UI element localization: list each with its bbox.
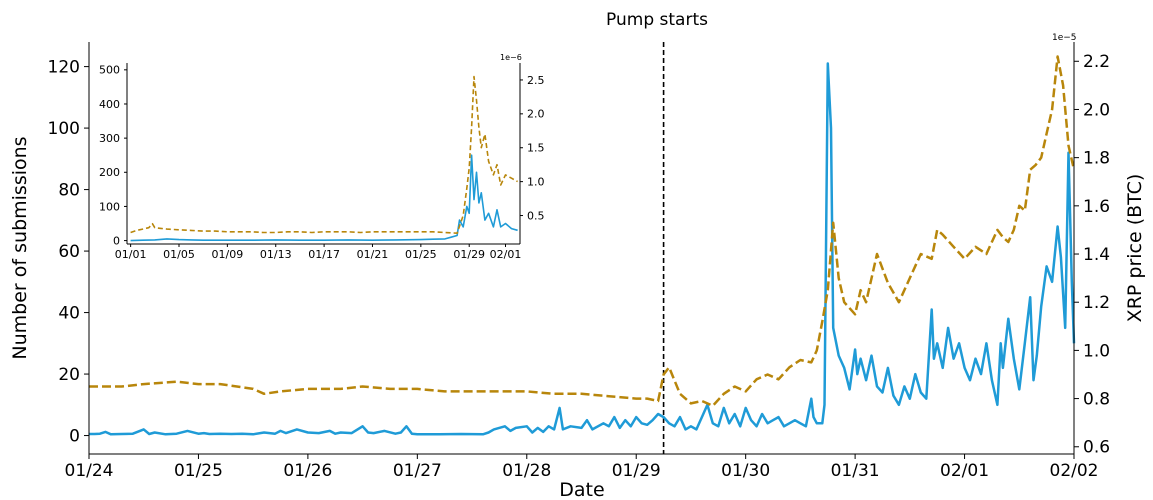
price-line xyxy=(89,55,1076,408)
y-left-tick-label: 60 xyxy=(58,242,80,262)
x-tick-label: 01/31 xyxy=(831,461,880,481)
inset-right-offset: 1e−6 xyxy=(500,53,522,62)
y-axis-right-offset: 1e−5 xyxy=(1052,33,1077,43)
y-axis-right-label: XRP price (BTC) xyxy=(1124,174,1146,323)
x-tick-label: 01/28 xyxy=(502,461,551,481)
main-chart: Pump starts 01/24 01/25 01/26 01/27 01/28 01/… xyxy=(9,10,1146,500)
y-right-tick-label: 0.8 xyxy=(1083,390,1110,410)
pump-annotation: Pump starts xyxy=(606,10,708,30)
x-tick-label: 01/13 xyxy=(260,248,292,261)
x-tick-label: 01/25 xyxy=(174,461,223,481)
x-axis-label: Date xyxy=(559,479,604,500)
y-left-tick-label: 500 xyxy=(99,64,120,77)
x-tick-label: 01/01 xyxy=(115,248,147,261)
y-right-tick-label: 1.5 xyxy=(527,142,545,155)
x-tick-label: 02/01 xyxy=(940,461,989,481)
x-tick-label: 01/26 xyxy=(283,461,332,481)
submissions-series-group xyxy=(89,62,1076,436)
y-left-tick-label: 100 xyxy=(48,119,80,139)
submissions-line xyxy=(89,62,1076,436)
x-tick-label: 02/02 xyxy=(1050,461,1099,481)
x-tick-label: 01/21 xyxy=(357,248,389,261)
y-right-tick-label: 1.0 xyxy=(527,175,545,188)
inset-submissions-line xyxy=(130,154,518,242)
y-left-tick-label: 20 xyxy=(58,365,80,385)
y-left-tick-label: 80 xyxy=(58,181,80,201)
x-tick-label: 01/30 xyxy=(721,461,770,481)
y-right-tick-label: 1.2 xyxy=(1083,293,1110,313)
y-right-tick-label: 1.4 xyxy=(1083,245,1110,265)
y-left-tick-label: 300 xyxy=(99,132,120,145)
x-tick-label: 02/01 xyxy=(490,248,522,261)
y-right-tick-label: 2.0 xyxy=(527,108,545,121)
x-tick-label: 01/09 xyxy=(212,248,244,261)
inset-price-line xyxy=(130,75,518,234)
x-tick-label: 01/29 xyxy=(453,248,485,261)
x-tick-label: 01/27 xyxy=(393,461,442,481)
y-axis-left-label: Number of submissions xyxy=(9,136,31,359)
y-right-tick-label: 0.5 xyxy=(527,209,545,222)
inset-axes: 01/01 01/05 01/09 01/13 01/17 01/21 01/25 01/29… xyxy=(99,63,545,261)
y-left-tick-label: 400 xyxy=(99,98,120,111)
y-right-tick-label: 2.2 xyxy=(1083,52,1110,72)
x-tick-label: 01/29 xyxy=(612,461,661,481)
y-left-tick-label: 40 xyxy=(58,304,80,324)
y-right-tick-label: 1.6 xyxy=(1083,197,1110,217)
y-right-tick-label: 1.0 xyxy=(1083,341,1110,361)
inset-price-series-group xyxy=(130,75,518,234)
x-tick-label: 01/25 xyxy=(405,248,437,261)
y-left-tick-label: 100 xyxy=(99,200,120,213)
x-tick-label: 01/05 xyxy=(163,248,195,261)
y-left-tick-label: 120 xyxy=(48,58,80,78)
y-right-tick-label: 1.8 xyxy=(1083,149,1110,169)
x-tick-label: 01/24 xyxy=(65,461,114,481)
y-right-tick-label: 0.6 xyxy=(1083,438,1110,458)
y-left-tick-label: 200 xyxy=(99,166,120,179)
y-right-tick-label: 2.5 xyxy=(527,74,545,87)
inset-chart: 01/01 01/05 01/09 01/13 01/17 01/21 01/25 01/29… xyxy=(99,50,545,261)
price-series-group xyxy=(89,55,1076,408)
y-left-tick-label: 0 xyxy=(69,427,80,447)
main-axes: 01/24 01/25 01/26 01/27 01/28 01/29 01/30 01/31… xyxy=(48,42,1110,481)
y-right-tick-label: 2.0 xyxy=(1083,100,1110,120)
inset-submissions-series-group xyxy=(130,154,518,242)
inset-background xyxy=(100,50,530,255)
x-tick-label: 01/17 xyxy=(308,248,340,261)
y-left-tick-label: 0 xyxy=(113,234,120,247)
